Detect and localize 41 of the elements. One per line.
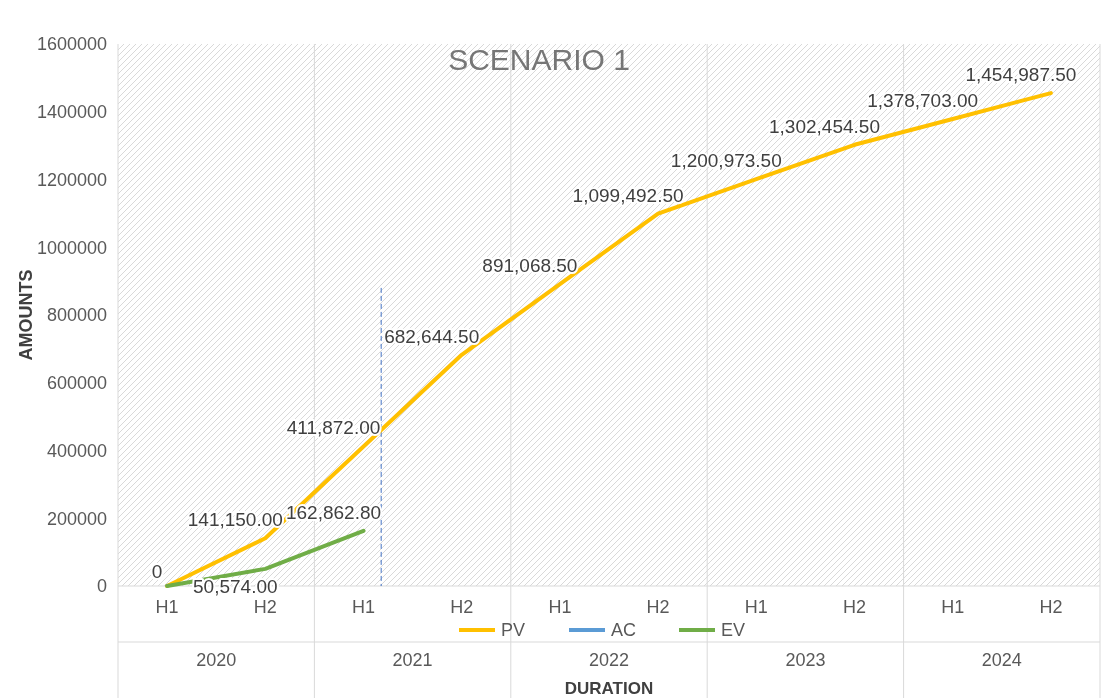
y-tick-label: 800000 [46, 305, 107, 326]
data-label: 1,200,973.50 [670, 150, 782, 172]
y-tick-label: 0 [96, 576, 107, 597]
data-label: 50,574.00 [193, 575, 278, 597]
x-tick-label: H2 [450, 596, 474, 617]
text: 2023 [785, 650, 826, 670]
x-axis-title: DURATION [564, 679, 654, 698]
text: 2022 [588, 650, 630, 670]
x-tick-label: H1 [351, 596, 376, 617]
x-tick-label: H1 [548, 596, 572, 617]
y-tick-label: 1200000 [36, 169, 107, 190]
data-label: 1,099,492.50 [572, 184, 684, 206]
legend-label: AC [611, 620, 637, 640]
data-label: 1,378,703.00 [867, 89, 979, 111]
data-label: 411,872.00 [286, 417, 381, 439]
y-tick-label: 400000 [46, 440, 107, 461]
text: 2020 [196, 650, 237, 670]
y-tick-label: 1000000 [36, 237, 107, 258]
x-tick-label: H2 [646, 596, 670, 617]
legend-label: EV [721, 620, 746, 640]
data-label: 0 [151, 561, 163, 582]
x-tick-label: H2 [842, 596, 867, 617]
x-tick-label: H1 [155, 596, 179, 617]
x-tick-label: H1 [941, 596, 965, 617]
y-axis-title: AMOUNTS [16, 269, 36, 361]
x-tick-label: H1 [744, 596, 768, 617]
chart-title: SCENARIO 1 [448, 43, 630, 76]
y-tick-label: 1400000 [36, 102, 107, 123]
y-tick-label: 1600000 [36, 34, 107, 55]
x-tick-label: H2 [1039, 596, 1063, 617]
data-label: 1,454,987.50 [965, 64, 1077, 86]
x-tick-label: H2 [253, 596, 277, 617]
legend-label: PV [501, 620, 526, 640]
data-label: 141,150.00 [187, 509, 283, 531]
text: 2021 [392, 650, 433, 670]
y-tick-label: 600000 [46, 373, 107, 394]
data-label: 891,068.50 [482, 255, 578, 277]
data-label: 1,302,454.50 [769, 115, 880, 137]
y-tick-label: 200000 [46, 508, 107, 529]
data-label: 682,644.50 [384, 325, 480, 347]
text: 2024 [981, 650, 1022, 670]
